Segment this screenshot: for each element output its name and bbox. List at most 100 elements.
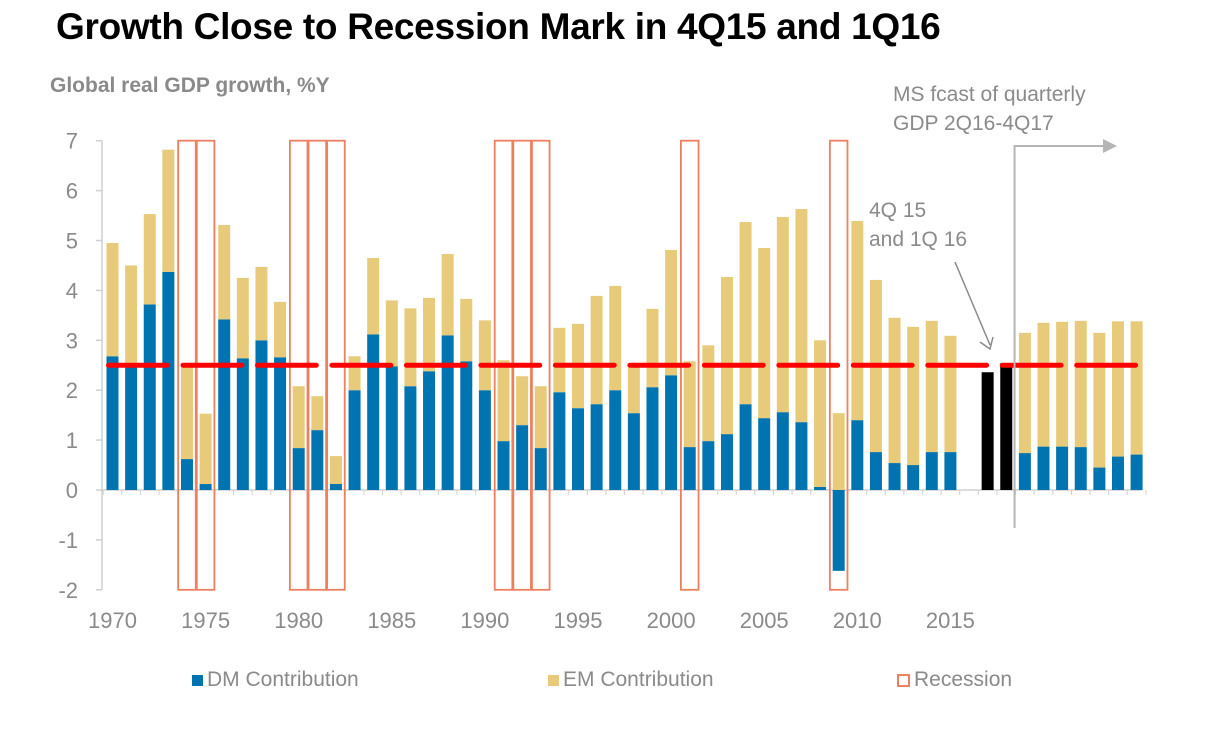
- bar-dm: [739, 404, 752, 490]
- bar-dm: [367, 334, 380, 490]
- bar-em: [125, 265, 138, 366]
- bar-em: [758, 247, 771, 419]
- bar-dm: [404, 386, 417, 490]
- bar-em: [627, 364, 640, 414]
- bar-dm: [553, 392, 566, 490]
- y-tick-label: 7: [66, 129, 78, 154]
- bar-dm: [572, 408, 584, 490]
- chart-title: Growth Close to Recession Mark in 4Q15 a…: [56, 6, 941, 47]
- bar-dm: [236, 358, 249, 490]
- bar-em-forecast: [1056, 321, 1069, 447]
- quarter-annotation-line1: 4Q 15: [869, 199, 927, 222]
- bar-em: [329, 456, 342, 485]
- forecast-annotation-line1: MS fcast of quarterly: [893, 83, 1086, 106]
- bar-dm: [534, 448, 547, 490]
- x-tick-label: 2015: [926, 608, 975, 633]
- bar-dm: [907, 465, 920, 490]
- y-tick-label: 0: [66, 478, 78, 503]
- forecast-annotation: MS fcast of quarterly GDP 2Q16-4Q17: [893, 80, 1086, 138]
- x-tick-label: 1970: [88, 608, 137, 633]
- x-tick-label: 1995: [554, 608, 603, 633]
- quarter-annotation-line2: and 1Q 16: [869, 228, 968, 251]
- legend-item-dm: DM Contribution: [192, 668, 359, 692]
- bar-em: [776, 217, 789, 413]
- bar-em: [609, 285, 622, 391]
- bar-dm: [627, 413, 640, 490]
- y-tick-label: 2: [66, 378, 78, 403]
- x-tick-label: 2005: [740, 608, 789, 633]
- bar-em: [925, 320, 938, 453]
- bar-em: [832, 413, 845, 490]
- bar-dm-forecast: [1056, 446, 1069, 490]
- bar-dm: [925, 452, 938, 490]
- bar-em: [683, 361, 696, 448]
- bar-em: [888, 317, 901, 464]
- bar-em: [106, 242, 119, 357]
- bar-dm: [199, 484, 212, 490]
- bar-em: [348, 356, 361, 391]
- bar-dm-forecast: [1111, 456, 1124, 490]
- bar-em: [236, 277, 249, 359]
- y-tick-label: 3: [66, 328, 78, 353]
- bar-dm: [646, 387, 659, 490]
- bar-em: [851, 221, 864, 421]
- y-tick-label: 1: [66, 428, 78, 453]
- forecast-arrow-head: [1103, 139, 1117, 153]
- bar-dm-forecast: [1074, 447, 1087, 490]
- bar-dm: [851, 420, 864, 490]
- bar-em: [646, 308, 659, 388]
- legend-item-em: EM Contribution: [548, 668, 714, 692]
- bar-em: [497, 360, 510, 442]
- bar-dm: [441, 335, 454, 490]
- bar-dm: [423, 371, 436, 490]
- bar-dm: [758, 418, 771, 490]
- bar-dm: [385, 366, 398, 490]
- bar-em: [367, 257, 380, 335]
- bar-dm: [460, 361, 473, 490]
- y-tick-label: 4: [66, 278, 78, 303]
- bar-em: [180, 365, 193, 460]
- bar-dm-forecast: [1018, 453, 1031, 490]
- y-tick-label: 6: [66, 179, 78, 204]
- y-tick-label: -2: [58, 578, 78, 603]
- bar-dm: [888, 463, 901, 490]
- x-tick-label: 1990: [460, 608, 509, 633]
- bar-dm: [106, 356, 119, 490]
- bar-dm: [180, 459, 193, 490]
- bar-dm: [125, 365, 138, 490]
- bar-dm: [218, 319, 231, 490]
- bar-dm-forecast: [1130, 454, 1143, 490]
- y-axis-label: Global real GDP growth, %Y: [50, 74, 330, 97]
- bar-dm: [497, 441, 510, 490]
- bar-dm-forecast: [1093, 467, 1106, 490]
- bar-em: [143, 214, 156, 305]
- bar-dm: [329, 484, 342, 490]
- bar-dm: [311, 430, 324, 490]
- bar-dm: [795, 422, 808, 490]
- bar-em: [702, 345, 715, 442]
- bar-em: [795, 209, 808, 423]
- bar-em-forecast: [1111, 321, 1124, 457]
- bar-em: [665, 249, 678, 376]
- forecast-annotation-line2: GDP 2Q16-4Q17: [893, 112, 1054, 135]
- quarter-annotation-arrow: [954, 261, 991, 346]
- bar-dm: [162, 271, 175, 490]
- bar-em: [385, 300, 398, 367]
- bar-dm: [274, 357, 287, 490]
- bar-em: [739, 222, 752, 405]
- bar-dm: [832, 490, 845, 571]
- bar-dm: [609, 390, 622, 490]
- bar-em: [534, 386, 547, 449]
- bar-em-forecast: [1130, 321, 1143, 455]
- bar-em: [460, 298, 473, 362]
- bar-em: [423, 297, 436, 372]
- bar-dm: [143, 304, 156, 490]
- bar-em: [292, 386, 305, 449]
- legend: DM Contribution EM Contribution Recessio…: [0, 668, 1214, 698]
- bar-dm: [683, 447, 696, 490]
- bar-em: [516, 376, 529, 426]
- bar-dm-forecast: [1037, 446, 1050, 490]
- bar-em-forecast: [1037, 322, 1050, 447]
- legend-swatch-dm: [192, 674, 203, 686]
